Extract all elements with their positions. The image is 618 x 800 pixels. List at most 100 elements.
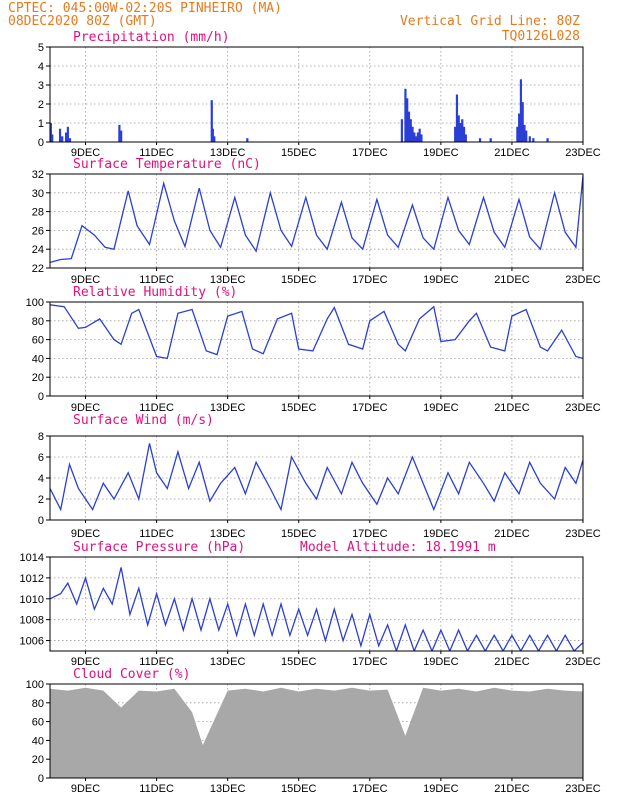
- wind-xtick-label: 15DEC: [281, 528, 317, 540]
- pressure-ytick-label: 1006: [20, 636, 44, 648]
- cloud-xtick-label: 21DEC: [494, 783, 530, 795]
- pressure-ytick-label: 1014: [20, 552, 44, 564]
- humidity-xtick-label: 15DEC: [281, 402, 317, 414]
- precip-bar: [50, 123, 52, 142]
- cloud-xtick-label: 23DEC: [565, 783, 601, 795]
- precip-xtick-label: 9DEC: [71, 147, 100, 159]
- humidity-xtick-label: 21DEC: [494, 402, 530, 414]
- precip-ytick-label: 1: [38, 118, 44, 130]
- temperature-xtick-label: 21DEC: [494, 274, 530, 286]
- humidity-ytick-label: 0: [38, 391, 44, 403]
- precip-bar: [118, 124, 121, 142]
- cloud-xtick-label: 13DEC: [210, 783, 246, 795]
- wind-panel: 0 2 4 6 8 9DEC 11DEC 13DEC 15DEC 17DEC 19DEC 21DEC 2…: [38, 431, 601, 540]
- pressure-xtick-label: 21DEC: [494, 656, 530, 668]
- panels-layer: 0 1 2 3 4 5 9DEC 11DEC 13DEC 15DEC 17DEC 19DEC 21DEC…: [20, 42, 601, 795]
- cloud-xtick-label: 9DEC: [71, 783, 100, 795]
- wind-xtick-label: 17DEC: [352, 528, 388, 540]
- cloud-xtick-label: 19DEC: [423, 783, 459, 795]
- humidity-xtick-label: 9DEC: [71, 402, 100, 414]
- precip-bar: [528, 136, 531, 142]
- precip-ytick-label: 3: [38, 80, 44, 92]
- cloud-xtick-label: 17DEC: [352, 783, 388, 795]
- precip-bar: [525, 130, 528, 142]
- wind-ytick-label: 6: [38, 452, 44, 464]
- cloud-data: [50, 687, 583, 778]
- temperature-ytick-label: 24: [32, 244, 44, 256]
- precip-bar: [546, 138, 549, 142]
- precip-frame: [49, 46, 584, 143]
- wind-xtick-label: 11DEC: [139, 528, 174, 540]
- cloud-ytick-label: 0: [38, 773, 44, 785]
- precip-ytick-label: 0: [38, 137, 44, 149]
- cloud-ytick-label: 40: [32, 735, 44, 747]
- temperature-line: [50, 175, 583, 264]
- precip-bar: [413, 132, 416, 142]
- precip-ytick-label: 5: [38, 42, 44, 54]
- pressure-xtick-label: 11DEC: [139, 656, 174, 668]
- precip-bar: [211, 128, 214, 142]
- temperature-title: Surface Temperature (nC): [73, 157, 261, 172]
- precip-bar: [404, 88, 407, 142]
- precip-bar: [68, 138, 72, 142]
- header-grid-note: Vertical Grid Line: 80Z: [400, 14, 580, 29]
- humidity-ytick-label: 20: [32, 372, 44, 384]
- pressure-data: [50, 567, 583, 651]
- precip-bar: [516, 126, 519, 142]
- precip-bar: [58, 128, 62, 142]
- humidity-frame: [49, 301, 584, 397]
- precip-bar: [464, 134, 467, 142]
- cloud-ytick-label: 60: [32, 717, 44, 729]
- temperature-xtick-label: 11DEC: [139, 274, 174, 286]
- precip-bar: [406, 98, 409, 142]
- temperature-ytick-label: 28: [32, 207, 44, 219]
- temperature-data: [50, 175, 583, 264]
- precip-panel: 0 1 2 3 4 5 9DEC 11DEC 13DEC 15DEC 17DEC 19DEC 21DEC…: [38, 42, 601, 159]
- precip-bar: [457, 115, 460, 142]
- precip-bar: [64, 132, 68, 142]
- wind-title: Surface Wind (m/s): [73, 413, 214, 428]
- pressure-title: Surface Pressure (hPa): [73, 540, 245, 555]
- pressure-xtick-label: 9DEC: [71, 656, 100, 668]
- precip-ytick-label: 2: [38, 99, 44, 111]
- temperature-xtick-label: 13DEC: [210, 274, 246, 286]
- precip-bar: [66, 126, 69, 142]
- humidity-title: Relative Humidity (%): [73, 285, 237, 300]
- temperature-panel: 22 24 26 28 30 32 9DEC 11DEC 13DEC 15DEC 17DEC 19DE…: [32, 169, 601, 286]
- cloud-xtick-label: 15DEC: [281, 783, 317, 795]
- humidity-ytick-label: 40: [32, 353, 44, 365]
- temperature-frame: [49, 173, 584, 269]
- wind-xtick-label: 23DEC: [565, 528, 601, 540]
- precip-bar: [414, 136, 418, 142]
- precip-bar: [461, 119, 464, 142]
- wind-ytick-label: 8: [38, 431, 44, 443]
- temperature-ytick-label: 26: [32, 225, 44, 237]
- cloud-title: Cloud Cover (%): [73, 667, 190, 682]
- pressure-line: [50, 567, 583, 651]
- cloud-ytick-label: 80: [32, 698, 44, 710]
- precip-title: Precipitation (mm/h): [73, 30, 230, 45]
- wind-xtick-label: 13DEC: [210, 528, 246, 540]
- precip-bar: [532, 138, 535, 142]
- temperature-ytick-label: 22: [32, 263, 44, 275]
- temperature-xtick-label: 17DEC: [352, 274, 388, 286]
- precip-xtick-label: 19DEC: [423, 147, 459, 159]
- humidity-xtick-label: 19DEC: [423, 402, 459, 414]
- temperature-xtick-label: 19DEC: [423, 274, 459, 286]
- precip-xtick-label: 17DEC: [352, 147, 388, 159]
- humidity-ytick-label: 80: [32, 316, 44, 328]
- precip-xtick-label: 11DEC: [139, 147, 174, 159]
- cloud-xtick-label: 11DEC: [139, 783, 174, 795]
- wind-ytick-label: 2: [38, 494, 44, 506]
- precip-bar: [459, 123, 462, 142]
- precip-bar: [416, 132, 419, 142]
- humidity-data: [50, 304, 583, 360]
- header-run-code: TQ0126L028: [502, 29, 580, 44]
- pressure-xtick-label: 23DEC: [565, 656, 601, 668]
- precip-bar: [518, 113, 521, 142]
- pressure-ytick-label: 1012: [20, 573, 44, 585]
- wind-data: [50, 443, 583, 512]
- humidity-xtick-label: 17DEC: [352, 402, 388, 414]
- precip-xtick-label: 13DEC: [210, 147, 246, 159]
